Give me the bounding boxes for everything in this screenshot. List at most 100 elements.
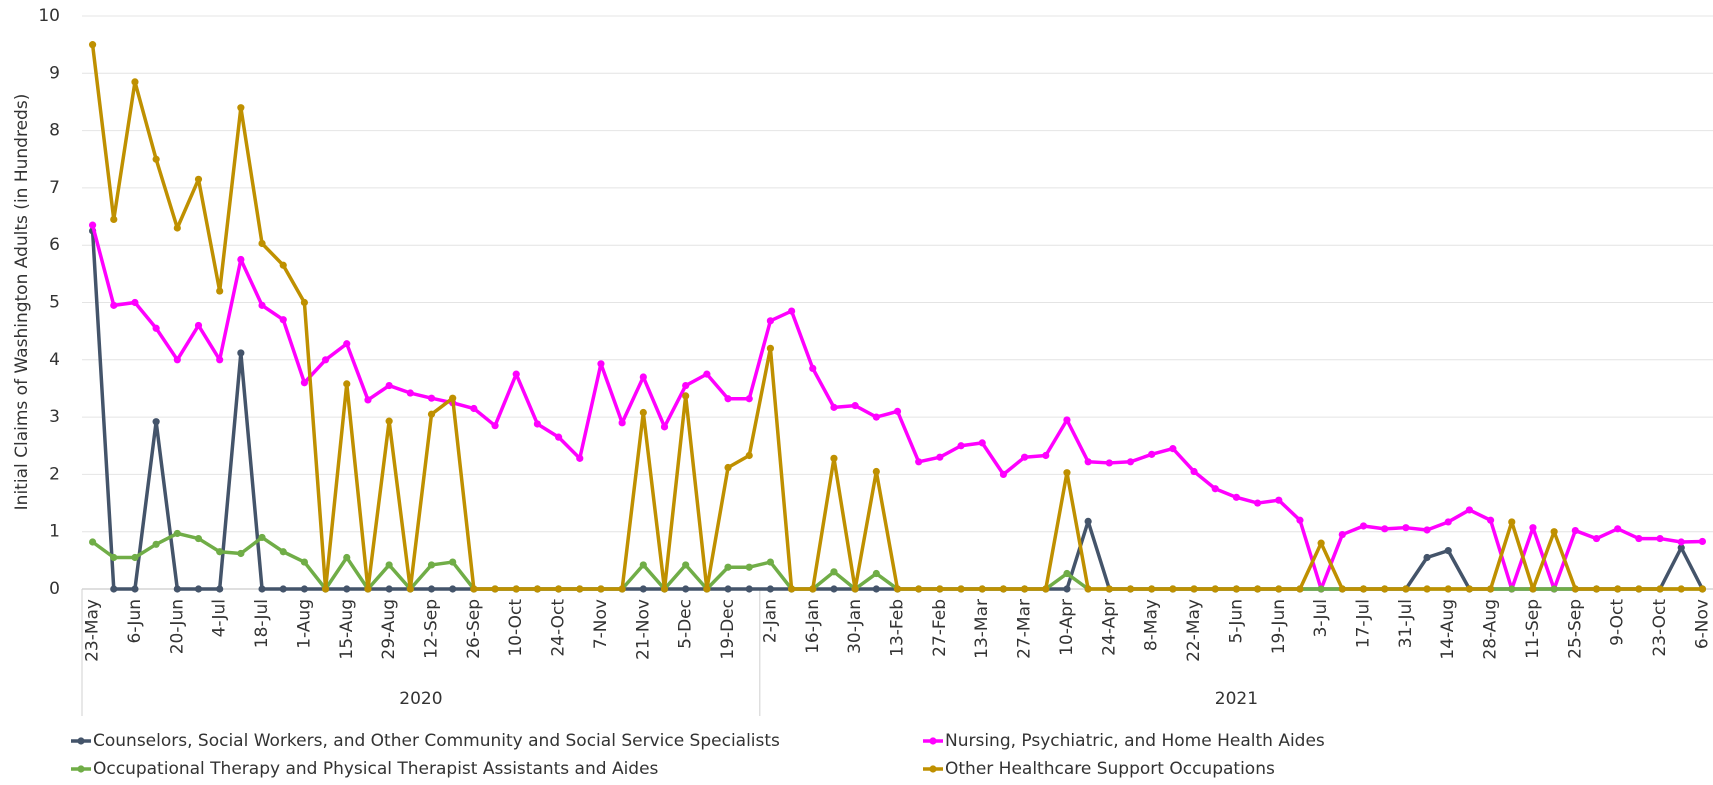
data-point (639, 373, 647, 381)
data-point (957, 585, 965, 593)
data-point (1402, 524, 1410, 532)
data-point (1317, 585, 1325, 593)
x-tick-label: 16-Jan (803, 599, 823, 654)
data-point (237, 549, 245, 558)
data-point (1190, 467, 1198, 476)
data-point (152, 155, 160, 163)
data-point (639, 561, 647, 569)
data-point (1529, 585, 1537, 593)
data-point (427, 410, 436, 418)
data-point (279, 548, 287, 556)
data-point (364, 585, 372, 593)
data-point (809, 364, 817, 372)
data-point (1550, 528, 1558, 536)
data-point (258, 585, 266, 593)
legend-marker (929, 737, 937, 745)
data-point (766, 317, 775, 325)
data-point (1529, 524, 1537, 532)
x-tick-label: 11-Sep (1523, 599, 1543, 659)
data-point (194, 534, 203, 543)
data-point (321, 585, 330, 593)
data-point (915, 458, 923, 466)
data-point (724, 585, 732, 593)
data-point (1063, 416, 1071, 424)
data-point (639, 408, 647, 417)
x-tick-label: 19-Jun (1269, 599, 1289, 654)
data-point (110, 553, 118, 562)
data-point (427, 561, 436, 569)
x-tick-label: 2-Jan (760, 599, 780, 643)
data-point (576, 585, 584, 593)
data-point (1232, 493, 1241, 501)
data-point (1148, 450, 1156, 458)
data-point (1105, 459, 1113, 467)
data-point (639, 585, 647, 593)
data-point (1338, 585, 1346, 593)
data-point (936, 453, 944, 461)
data-point (1253, 585, 1262, 593)
data-point (131, 585, 139, 593)
x-tick-label: 8-May (1142, 599, 1162, 651)
data-point (872, 569, 880, 578)
data-point (1211, 585, 1219, 593)
data-point (1656, 534, 1664, 543)
data-point (152, 540, 160, 548)
series-line (90, 224, 1703, 591)
data-point (1063, 585, 1071, 593)
data-point (1698, 537, 1707, 546)
x-tick-label: 27-Mar (1015, 599, 1035, 659)
data-point (512, 585, 520, 593)
y-tick-label: 0 (49, 579, 60, 599)
data-point (1402, 585, 1410, 593)
data-point (1063, 569, 1071, 578)
data-point (1381, 585, 1389, 593)
x-tick-label: 10-Apr (1057, 599, 1077, 656)
data-point (936, 585, 944, 593)
legend-marker (77, 765, 85, 773)
data-point (300, 558, 309, 566)
data-point (830, 568, 838, 576)
data-point (1169, 445, 1177, 453)
data-point (554, 433, 563, 441)
data-point (1444, 585, 1452, 593)
data-point (194, 585, 203, 593)
data-point (830, 403, 838, 411)
data-point (1253, 499, 1262, 507)
x-tick-label: 5-Jun (1226, 599, 1246, 643)
data-point (1635, 534, 1643, 543)
data-point (88, 221, 97, 229)
data-point (724, 563, 732, 571)
x-tick-label: 22-May (1184, 599, 1204, 662)
legend-label: Counselors, Social Workers, and Other Co… (93, 731, 780, 751)
x-tick-label: 14-Aug (1438, 599, 1458, 660)
x-tick-label: 5-Dec (676, 599, 696, 649)
x-tick-label: 23-May (83, 599, 103, 662)
data-point (406, 585, 414, 593)
data-point (703, 585, 711, 593)
x-tick-label: 18-Jul (252, 599, 272, 648)
legend-marker (77, 737, 85, 745)
data-point (893, 407, 902, 415)
data-point (1148, 585, 1156, 593)
data-point (1084, 517, 1092, 525)
data-point (851, 402, 859, 410)
data-point (343, 553, 351, 562)
data-point (237, 104, 245, 112)
data-point (1126, 458, 1135, 466)
data-point (1571, 526, 1579, 535)
data-point (385, 561, 393, 569)
data-point (872, 467, 880, 476)
data-point (173, 224, 181, 232)
data-point (618, 419, 626, 427)
x-tick-label: 26-Sep (464, 599, 484, 659)
data-point (131, 298, 139, 307)
data-point (216, 585, 224, 593)
data-point (300, 585, 309, 593)
data-point (216, 356, 224, 364)
data-point (1275, 496, 1283, 504)
x-tick-label: 27-Feb (930, 599, 950, 657)
data-point (915, 585, 923, 593)
data-point (343, 585, 351, 593)
